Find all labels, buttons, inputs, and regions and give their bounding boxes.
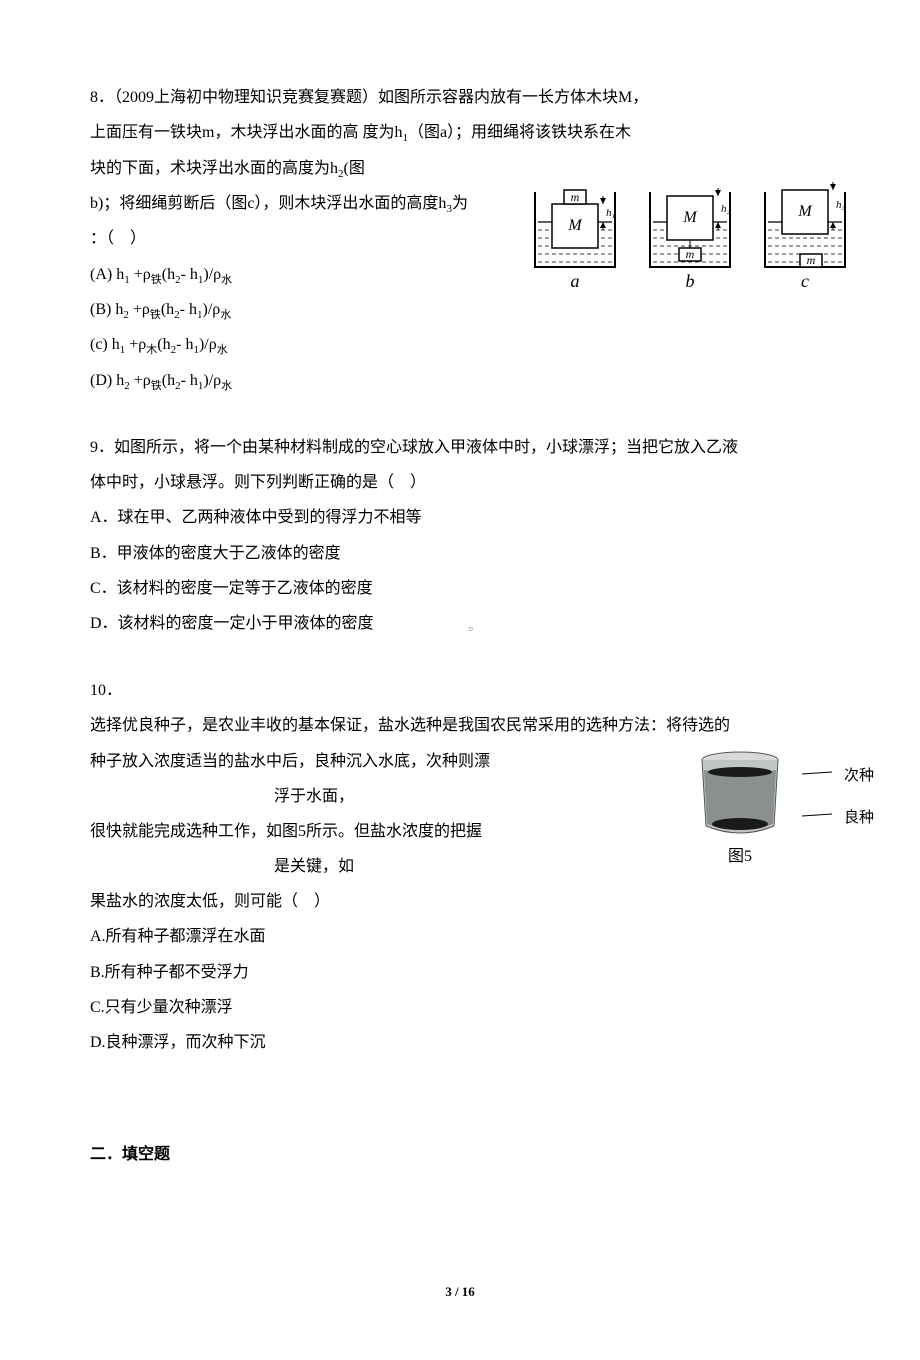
q9-option-b: B．甲液体的密度大于乙液体的密度 bbox=[90, 536, 830, 571]
beaker-icon bbox=[690, 748, 790, 838]
svg-text:h₂: h₂ bbox=[721, 203, 731, 215]
q10-figure: 次种 良种 图5 bbox=[650, 748, 830, 866]
section-2-title: 二．填空题 bbox=[90, 1140, 830, 1164]
svg-text:m: m bbox=[807, 253, 816, 267]
q10-num: 10． bbox=[90, 673, 830, 708]
q9-line1: 9．如图所示，将一个由某种材料制成的空心球放入甲液体中时，小球漂浮；当把它放入乙… bbox=[90, 430, 830, 465]
svg-text:m: m bbox=[571, 190, 580, 204]
t: (D) h bbox=[90, 372, 124, 389]
svg-text:a: a bbox=[571, 271, 580, 291]
q10-caption: 图5 bbox=[650, 842, 830, 866]
t: (h bbox=[157, 336, 170, 353]
q8-option-d: (D) h2 +ρ铁(h2- h1)/ρ水 bbox=[90, 363, 830, 398]
s: 水 bbox=[220, 309, 231, 321]
t: (h bbox=[161, 301, 174, 318]
cursor-mark-icon: ▫ bbox=[468, 622, 473, 638]
q10-line1: 选择优良种子，是农业丰收的基本保证，盐水选种是我国农民常采用的选种方法：将待选的 bbox=[90, 708, 830, 743]
question-10: 10． 选择优良种子，是农业丰收的基本保证，盐水选种是我国农民常采用的选种方法：… bbox=[90, 673, 830, 1060]
svg-text:M: M bbox=[797, 203, 813, 220]
q8-container-b: M m h₂ b bbox=[650, 188, 731, 291]
q8-container-c: M m h₃ c bbox=[765, 182, 846, 291]
text: 上面压有一铁块m，木块浮出水面的高 度为h bbox=[90, 124, 402, 141]
q9-option-a: A．球在甲、乙两种液体中受到的得浮力不相等 bbox=[90, 500, 830, 535]
t: +ρ bbox=[125, 336, 146, 353]
q8-stem-line2: 上面压有一铁块m，木块浮出水面的高 度为h1（图a）；用细绳将该铁块系在木 bbox=[90, 115, 830, 150]
t: (h bbox=[162, 372, 175, 389]
t: - h bbox=[181, 266, 198, 283]
page-footer: 3 / 16 bbox=[90, 1284, 830, 1300]
t: (A) h bbox=[90, 266, 124, 283]
q10-label-top: 次种 bbox=[844, 764, 874, 785]
t: +ρ bbox=[129, 301, 150, 318]
t: - h bbox=[176, 336, 193, 353]
s: 铁 bbox=[151, 380, 162, 392]
t: )/ρ bbox=[203, 372, 221, 389]
question-8: 8．（2009上海初中物理知识竞赛复赛题）如图所示容器内放有一长方体木块M， 上… bbox=[90, 80, 830, 398]
svg-text:h₁: h₁ bbox=[606, 207, 616, 219]
q9-option-d: D．该材料的密度一定小于甲液体的密度 bbox=[90, 606, 830, 641]
t: (B) h bbox=[90, 301, 123, 318]
q8-stem-line5: ：（ ） bbox=[90, 221, 530, 256]
t: )/ρ bbox=[203, 266, 221, 283]
s: 水 bbox=[217, 344, 228, 356]
t: +ρ bbox=[130, 266, 151, 283]
q10-label-bot: 良种 bbox=[844, 806, 874, 827]
text: 块的下面，术块浮出水面的高度为h bbox=[90, 160, 338, 177]
q10-option-d: D.良种漂浮，而次种下沉 bbox=[90, 1025, 830, 1060]
q8-option-c: (c) h1 +ρ木(h2- h1)/ρ水 bbox=[90, 327, 830, 362]
s: 铁 bbox=[150, 309, 161, 321]
q8-stem-line1: 8．（2009上海初中物理知识竞赛复赛题）如图所示容器内放有一长方体木块M， bbox=[90, 80, 830, 115]
svg-text:m: m bbox=[686, 247, 695, 261]
q8-stem-line4: b)；将细绳剪断后（图c），则木块浮出水面的高度h3为 bbox=[90, 186, 530, 221]
q8-figure: M m h₁ a bbox=[530, 172, 860, 312]
t: 很快就能完成选种工作，如图5所示。但盐水浓度的把握 bbox=[90, 823, 482, 840]
t: )/ρ bbox=[203, 301, 221, 318]
t: - h bbox=[181, 372, 198, 389]
text: 为 bbox=[452, 195, 468, 212]
t: (h bbox=[162, 266, 175, 283]
q9-line2: 体中时，小球悬浮。则下列判断正确的是（ ） bbox=[90, 465, 830, 500]
t: - h bbox=[180, 301, 197, 318]
q10-option-c: C.只有少量次种漂浮 bbox=[90, 990, 830, 1025]
t: )/ρ bbox=[199, 336, 217, 353]
t: +ρ bbox=[130, 372, 151, 389]
q10-option-b: B.所有种子都不受浮力 bbox=[90, 955, 830, 990]
q10-leader-lines bbox=[802, 766, 836, 836]
svg-text:b: b bbox=[686, 271, 695, 291]
text: （图a）；用细绳将该铁块系在木 bbox=[408, 124, 631, 141]
svg-text:M: M bbox=[567, 217, 583, 234]
text: (图 bbox=[344, 160, 365, 177]
t: 是关键，如 bbox=[274, 858, 354, 875]
q8-container-a: M m h₁ a bbox=[535, 190, 616, 291]
text: b)；将细绳剪断后（图c），则木块浮出水面的高度h bbox=[90, 195, 446, 212]
s: 铁 bbox=[151, 274, 162, 286]
q10-option-a: A.所有种子都漂浮在水面 bbox=[90, 919, 830, 954]
q10-line4: 果盐水的浓度太低，则可能（ ） bbox=[90, 884, 830, 919]
s: 木 bbox=[146, 344, 157, 356]
svg-text:M: M bbox=[682, 209, 698, 226]
page-container: 8．（2009上海初中物理知识竞赛复赛题）如图所示容器内放有一长方体木块M， 上… bbox=[0, 0, 920, 1360]
q8-svg: M m h₁ a bbox=[530, 172, 860, 312]
q9-option-c: C．该材料的密度一定等于乙液体的密度 bbox=[90, 571, 830, 606]
t: 种子放入浓度适当的盐水中后，良种沉入水底，次种则漂 bbox=[90, 753, 490, 770]
s: 水 bbox=[221, 274, 232, 286]
t: (c) h bbox=[90, 336, 120, 353]
question-9: 9．如图所示，将一个由某种材料制成的空心球放入甲液体中时，小球漂浮；当把它放入乙… bbox=[90, 430, 830, 641]
svg-text:h₃: h₃ bbox=[836, 199, 846, 211]
s: 水 bbox=[221, 380, 232, 392]
svg-text:c: c bbox=[801, 271, 809, 291]
t: 浮于水面， bbox=[274, 788, 354, 805]
